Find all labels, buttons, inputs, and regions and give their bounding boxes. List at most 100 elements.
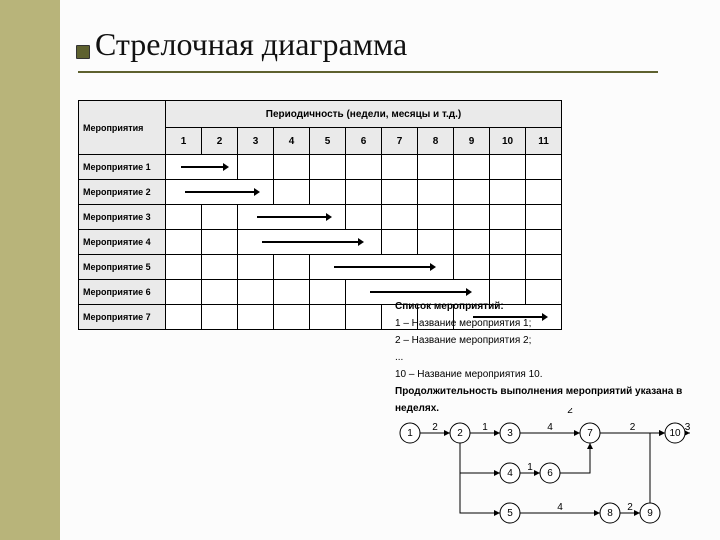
edge-label: 1 — [482, 422, 488, 433]
gantt-col-header: 8 — [418, 128, 454, 155]
gantt-cell — [310, 180, 346, 205]
gantt-cell — [346, 205, 382, 230]
gantt-col-header: 3 — [238, 128, 274, 155]
gantt-cell — [346, 155, 382, 180]
gantt-cell — [274, 255, 310, 280]
gantt-row-label: Мероприятие 5 — [79, 255, 166, 280]
edge-label: 2 — [432, 422, 438, 433]
node-label: 2 — [457, 428, 463, 439]
gantt-cell — [274, 280, 310, 305]
gantt-cell — [526, 155, 562, 180]
gantt-row: Мероприятие 4 — [79, 230, 562, 255]
gantt-cell — [418, 180, 454, 205]
gantt-cell — [490, 205, 526, 230]
gantt-col-header: 9 — [454, 128, 490, 155]
gantt-cell — [166, 280, 202, 305]
gantt-cell — [490, 180, 526, 205]
notes-heading: Список мероприятий: — [395, 298, 720, 315]
arrow-icon — [185, 191, 254, 193]
gantt-cell — [310, 155, 346, 180]
gantt-cell — [202, 255, 238, 280]
gantt-table: Мероприятия Периодичность (недели, месяц… — [78, 100, 562, 330]
gantt-cell — [526, 180, 562, 205]
node-label: 7 — [587, 428, 593, 439]
gantt-row-label: Мероприятие 3 — [79, 205, 166, 230]
gantt-row-label: Мероприятие 6 — [79, 280, 166, 305]
gantt-col-header: 1 — [166, 128, 202, 155]
node-label: 10 — [669, 428, 681, 439]
notes-line: 2 – Название мероприятия 2; — [395, 332, 720, 349]
gantt-cell — [526, 205, 562, 230]
edge-label: 2 — [627, 502, 633, 513]
gantt-cell — [238, 205, 346, 230]
gantt-cell — [202, 230, 238, 255]
gantt-cell — [166, 155, 238, 180]
gantt-row-label: Мероприятие 2 — [79, 180, 166, 205]
page-title: Стрелочная диаграмма — [95, 26, 407, 63]
gantt-cell — [238, 280, 274, 305]
gantt-cell — [490, 155, 526, 180]
network-diagram: 214212421312371046589 — [395, 408, 705, 528]
edge — [460, 443, 500, 513]
gantt-row: Мероприятие 3 — [79, 205, 562, 230]
gantt-cell — [454, 255, 490, 280]
gantt-cell — [310, 305, 346, 330]
gantt-col-header: 11 — [526, 128, 562, 155]
node-label: 8 — [607, 508, 613, 519]
gantt-cell — [418, 230, 454, 255]
gantt-chart: Мероприятия Периодичность (недели, месяц… — [78, 100, 562, 330]
edge-label: 3 — [685, 422, 691, 433]
gantt-row: Мероприятие 1 — [79, 155, 562, 180]
gantt-row-label: Мероприятие 7 — [79, 305, 166, 330]
gantt-cell — [382, 230, 418, 255]
gantt-row: Мероприятие 2 — [79, 180, 562, 205]
edge — [650, 433, 665, 503]
gantt-cell — [382, 180, 418, 205]
gantt-row-label: Мероприятие 4 — [79, 230, 166, 255]
gantt-col-header: 7 — [382, 128, 418, 155]
gantt-cell — [454, 230, 490, 255]
notes-block: Список мероприятий: 1 – Название меропри… — [395, 298, 720, 417]
gantt-cell — [490, 230, 526, 255]
gantt-cell — [202, 305, 238, 330]
gantt-cell — [238, 155, 274, 180]
node-label: 4 — [507, 468, 513, 479]
arrow-icon — [334, 266, 430, 268]
gantt-col-header: 6 — [346, 128, 382, 155]
arrow-icon — [370, 291, 466, 293]
gantt-cell — [274, 155, 310, 180]
gantt-cell — [382, 155, 418, 180]
gantt-col-header: 10 — [490, 128, 526, 155]
sidebar-accent — [0, 0, 60, 540]
gantt-col-group-header: Периодичность (недели, месяцы и т.д.) — [166, 101, 562, 128]
gantt-row: Мероприятие 5 — [79, 255, 562, 280]
gantt-cell — [454, 155, 490, 180]
arrow-icon — [262, 241, 358, 243]
notes-line: 10 – Название мероприятия 10. — [395, 366, 720, 383]
title-bullet-icon — [76, 45, 90, 59]
node-label: 9 — [647, 508, 653, 519]
arrow-icon — [257, 216, 326, 218]
node-label: 3 — [507, 428, 513, 439]
gantt-col-header: 2 — [202, 128, 238, 155]
edge — [460, 443, 500, 473]
node-label: 6 — [547, 468, 553, 479]
gantt-cell — [454, 180, 490, 205]
gantt-cell — [166, 230, 202, 255]
gantt-cell — [274, 305, 310, 330]
gantt-cell — [238, 230, 382, 255]
gantt-cell — [418, 205, 454, 230]
node-label: 1 — [407, 428, 413, 439]
gantt-row-header: Мероприятия — [79, 101, 166, 155]
gantt-cell — [454, 205, 490, 230]
gantt-cell — [526, 255, 562, 280]
gantt-cell — [310, 255, 454, 280]
gantt-col-header: 5 — [310, 128, 346, 155]
edge-label: 4 — [557, 502, 563, 513]
gantt-cell — [202, 205, 238, 230]
gantt-cell — [166, 180, 274, 205]
gantt-cell — [418, 155, 454, 180]
gantt-cell — [346, 180, 382, 205]
gantt-col-header: 4 — [274, 128, 310, 155]
notes-line: ... — [395, 349, 720, 366]
